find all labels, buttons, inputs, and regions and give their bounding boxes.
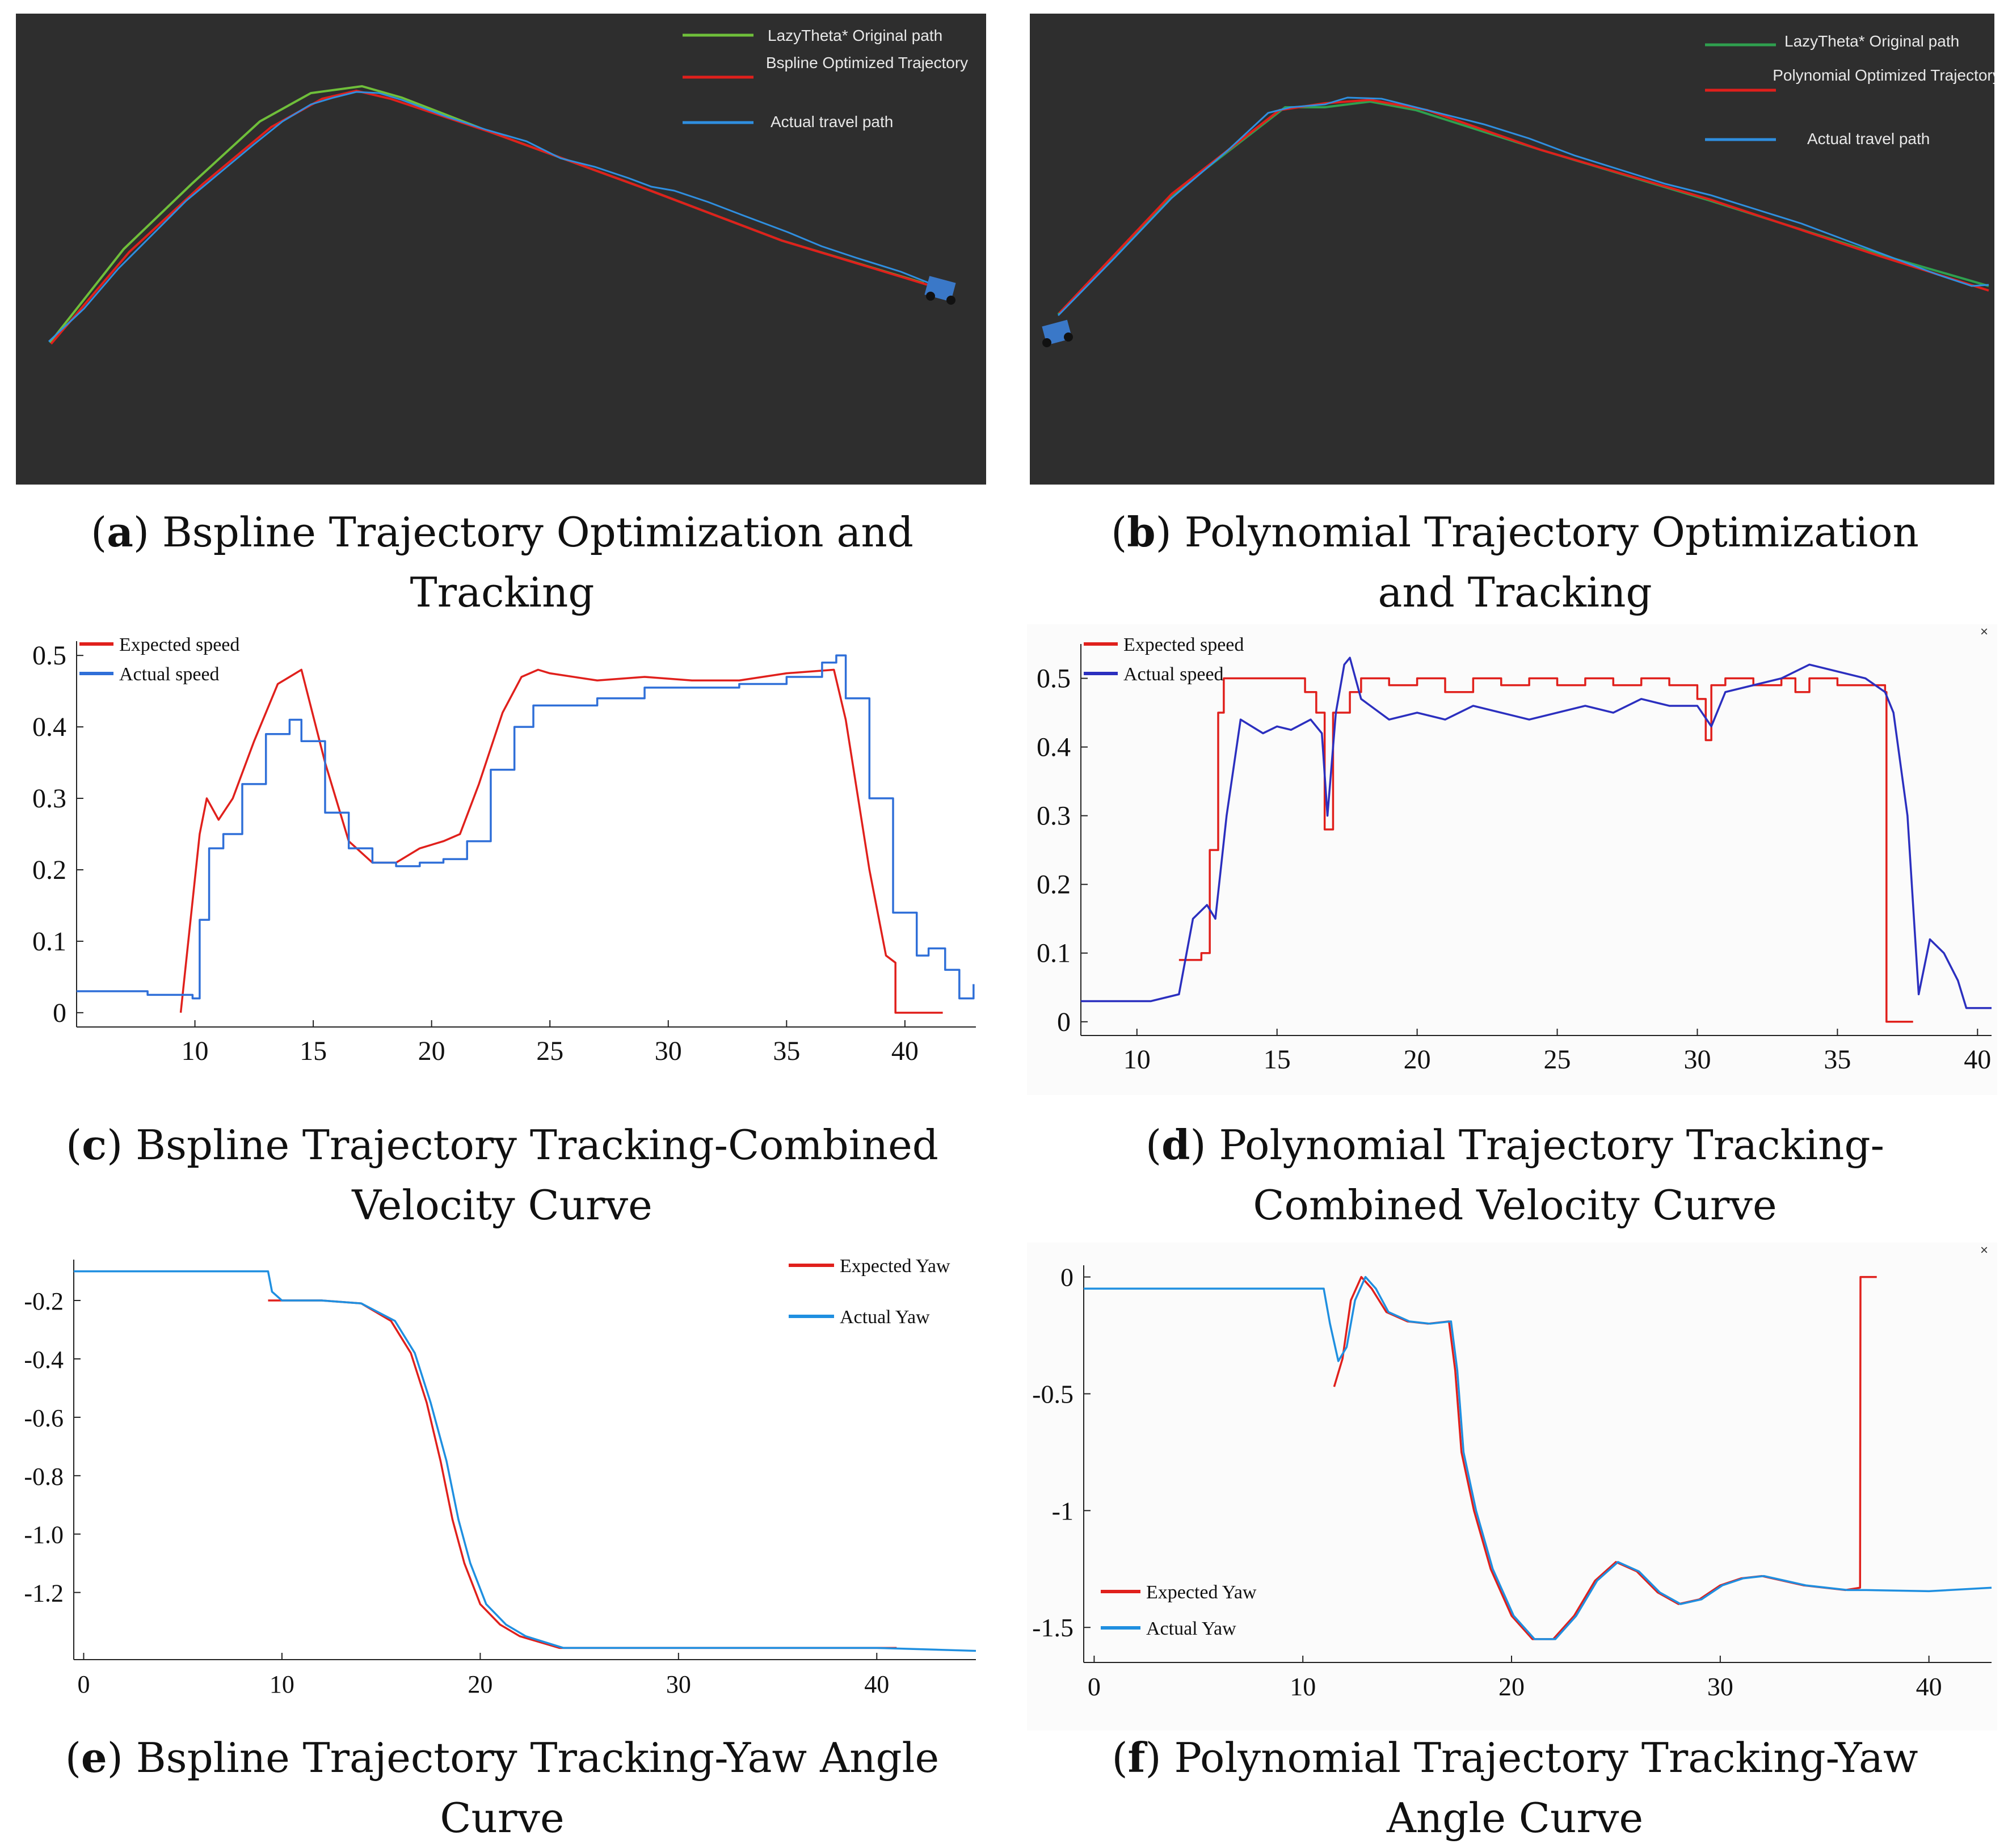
legend-label-c: Actual speed bbox=[119, 664, 220, 685]
y-tick-label-e: -0.2 bbox=[24, 1287, 64, 1315]
y-tick-label-e: -0.8 bbox=[24, 1463, 64, 1491]
caption-c: (c) Bspline Trajectory Tracking-Combined… bbox=[66, 1121, 938, 1229]
robot-icon-b bbox=[1042, 319, 1073, 347]
y-tick-label-d: 0 bbox=[1057, 1007, 1071, 1037]
x-tick-label-d: 25 bbox=[1544, 1045, 1571, 1075]
y-tick-label-f: -0.5 bbox=[1032, 1379, 1074, 1408]
panel-a-svg: LazyTheta* Original path Bspline Optimiz… bbox=[48, 27, 968, 345]
chart-f-svg: 0 10 20 30 40 0 -0.5 -1 -1.5 Expected Yaw Actual Y… bbox=[1032, 1263, 1992, 1701]
x-tick-label-e: 40 bbox=[864, 1670, 889, 1698]
legend-b-label-original: LazyTheta* Original path bbox=[1784, 32, 1959, 50]
y-tick-label-c: 0 bbox=[53, 998, 66, 1028]
y-tick-label-d: 0.4 bbox=[1037, 733, 1071, 763]
panel-b-svg: LazyTheta* Original path Polynomial Opti… bbox=[1042, 32, 2001, 347]
path-b-actual bbox=[1057, 96, 1989, 317]
legend-a: LazyTheta* Original path Bspline Optimiz… bbox=[683, 27, 968, 131]
x-tick-label-e: 10 bbox=[270, 1670, 294, 1698]
close-icon-d[interactable]: × bbox=[1980, 624, 1989, 639]
caption-e: (e) Bspline Trajectory Tracking-Yaw Angl… bbox=[65, 1733, 940, 1842]
legend-b: LazyTheta* Original path Polynomial Opti… bbox=[1705, 32, 2001, 148]
legend-b-label-optimized: Polynomial Optimized Trajectory bbox=[1773, 66, 1994, 84]
panel-b-view: LazyTheta* Original path Polynomial Opti… bbox=[1030, 14, 2001, 485]
x-tick-label-f: 40 bbox=[1916, 1672, 1942, 1701]
close-icon-f[interactable]: × bbox=[1980, 1243, 1989, 1258]
y-tick-label-c: 0.1 bbox=[32, 927, 66, 957]
series-c-actual-speed bbox=[77, 654, 975, 1000]
x-tick-label-d: 20 bbox=[1404, 1045, 1431, 1075]
x-tick-label-c: 40 bbox=[891, 1036, 919, 1066]
y-tick-label-e: -1.2 bbox=[24, 1580, 64, 1607]
series-e-actual-yaw bbox=[74, 1270, 976, 1652]
legend-label-d: Actual speed bbox=[1123, 664, 1224, 685]
panel-a-view: LazyTheta* Original path Bspline Optimiz… bbox=[16, 14, 986, 485]
legend-label-e: Expected Yaw bbox=[840, 1256, 950, 1277]
panel-d-chart: 10 15 20 25 30 35 40 0 0.1 0.2 0.3 0.4 0.5 Expected s… bbox=[1027, 624, 1997, 1095]
x-tick-label-c: 10 bbox=[182, 1036, 209, 1066]
y-tick-label-d: 0.1 bbox=[1037, 938, 1071, 969]
x-tick-label-d: 30 bbox=[1683, 1045, 1711, 1075]
panel-e-chart: 0 10 20 30 40 -0.2 -0.4 -0.6 -0.8 -1.0 -1.2 Expecte… bbox=[6, 1243, 987, 1731]
x-tick-label-c: 20 bbox=[418, 1036, 445, 1066]
panel-c-chart: 10 15 20 25 30 35 40 0 0.1 0.2 0.3 0.4 0.5 Expected s… bbox=[11, 624, 987, 1095]
caption-b: (b) Polynomial Trajectory Optimization a… bbox=[1111, 508, 1919, 616]
y-tick-label-e: -0.4 bbox=[24, 1346, 64, 1374]
y-tick-label-e: -0.6 bbox=[24, 1404, 64, 1432]
y-tick-label-d: 0.3 bbox=[1037, 801, 1071, 831]
y-tick-label-c: 0.2 bbox=[32, 855, 66, 885]
x-tick-label-e: 0 bbox=[77, 1670, 90, 1698]
panel-f-chart: 0 10 20 30 40 0 -0.5 -1 -1.5 Expected Yaw Actual Y… bbox=[1027, 1243, 1997, 1731]
legend-label-c: Expected speed bbox=[119, 634, 239, 655]
x-tick-label-f: 30 bbox=[1707, 1672, 1733, 1701]
series-e-expected-yaw bbox=[268, 1299, 897, 1649]
y-tick-label-f: 0 bbox=[1060, 1263, 1074, 1292]
x-tick-label-c: 15 bbox=[300, 1036, 327, 1066]
caption-a: (a) Bspline Trajectory Optimization and … bbox=[91, 508, 914, 616]
series-d-actual-speed bbox=[1081, 656, 1992, 1009]
caption-f: (f) Polynomial Trajectory Tracking-Yaw A… bbox=[1112, 1733, 1918, 1842]
x-tick-label-d: 15 bbox=[1264, 1045, 1291, 1075]
x-tick-label-c: 30 bbox=[655, 1036, 682, 1066]
legend-b-label-actual: Actual travel path bbox=[1807, 130, 1930, 148]
x-tick-label-f: 0 bbox=[1088, 1672, 1101, 1701]
x-tick-label-d: 40 bbox=[1964, 1045, 1991, 1075]
y-tick-label-f: -1 bbox=[1052, 1496, 1074, 1525]
legend-a-label-optimized: Bspline Optimized Trajectory bbox=[766, 54, 968, 71]
legend-label-f: Actual Yaw bbox=[1146, 1618, 1236, 1639]
y-tick-label-f: -1.5 bbox=[1032, 1613, 1074, 1642]
x-tick-label-f: 20 bbox=[1498, 1672, 1525, 1701]
legend-label-e: Actual Yaw bbox=[840, 1307, 930, 1328]
series-f-actual-yaw bbox=[1084, 1276, 1992, 1640]
legend-label-f: Expected Yaw bbox=[1146, 1582, 1257, 1603]
x-tick-label-c: 35 bbox=[773, 1036, 800, 1066]
chart-c-svg: 10 15 20 25 30 35 40 0 0.1 0.2 0.3 0.4 0.5 Expected s… bbox=[32, 634, 976, 1066]
y-tick-label-c: 0.4 bbox=[32, 712, 66, 742]
y-tick-label-d: 0.2 bbox=[1037, 870, 1071, 900]
x-tick-label-f: 10 bbox=[1290, 1672, 1316, 1701]
chart-e-svg: 0 10 20 30 40 -0.2 -0.4 -0.6 -0.8 -1.0 -1.2 Expecte… bbox=[24, 1256, 976, 1698]
x-tick-label-e: 30 bbox=[666, 1670, 691, 1698]
legend-label-d: Expected speed bbox=[1123, 634, 1244, 655]
chart-d-svg: 10 15 20 25 30 35 40 0 0.1 0.2 0.3 0.4 0.5 Expected s… bbox=[1037, 634, 1992, 1075]
series-f-expected-yaw bbox=[1333, 1276, 1877, 1640]
legend-a-label-actual: Actual travel path bbox=[771, 113, 893, 131]
path-a-optimized bbox=[50, 89, 936, 345]
path-a-actual bbox=[48, 91, 930, 343]
series-c-expected-speed bbox=[179, 668, 943, 1014]
y-tick-label-e: -1.0 bbox=[24, 1521, 64, 1549]
x-tick-label-d: 10 bbox=[1123, 1045, 1151, 1075]
caption-d: (d) Polynomial Trajectory Tracking-Combi… bbox=[1146, 1121, 1884, 1229]
y-tick-label-d: 0.5 bbox=[1037, 664, 1071, 694]
y-tick-label-c: 0.5 bbox=[32, 641, 66, 671]
y-tick-label-c: 0.3 bbox=[32, 784, 66, 814]
x-tick-label-c: 25 bbox=[536, 1036, 563, 1066]
legend-a-label-original: LazyTheta* Original path bbox=[768, 27, 942, 44]
robot-icon bbox=[924, 276, 956, 305]
x-tick-label-e: 20 bbox=[468, 1670, 492, 1698]
x-tick-label-d: 35 bbox=[1824, 1045, 1851, 1075]
series-d-expected-speed bbox=[1178, 677, 1913, 1023]
